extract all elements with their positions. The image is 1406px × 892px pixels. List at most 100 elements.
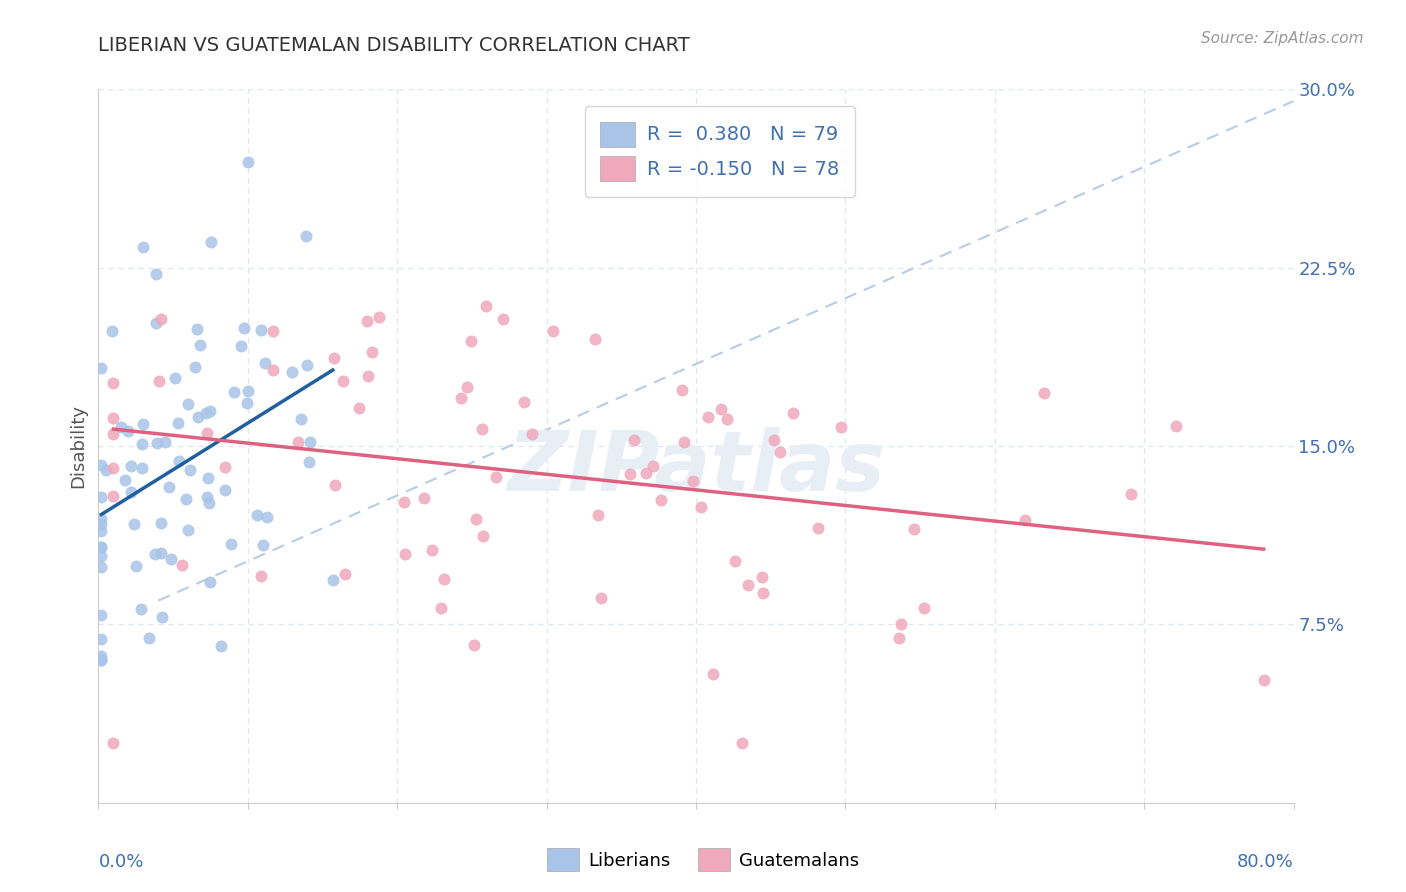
Point xyxy=(90,458,112,472)
Point xyxy=(155,434,177,449)
Point xyxy=(586,508,609,522)
Point xyxy=(512,394,534,409)
Point xyxy=(90,608,112,623)
Point xyxy=(471,422,494,436)
Point xyxy=(522,426,544,441)
Point xyxy=(131,460,153,475)
Point xyxy=(332,374,354,388)
Point xyxy=(724,554,747,568)
Point xyxy=(129,601,152,615)
Point xyxy=(912,601,935,615)
Point xyxy=(163,371,186,385)
Point xyxy=(763,433,786,447)
Point xyxy=(690,500,713,514)
Point xyxy=(132,239,155,253)
Point xyxy=(143,547,166,561)
Point xyxy=(583,332,606,346)
Point xyxy=(198,496,221,510)
Point xyxy=(394,547,416,561)
Point xyxy=(195,426,218,441)
Point xyxy=(117,424,139,438)
Point xyxy=(187,409,209,424)
Point xyxy=(290,412,312,426)
Point xyxy=(394,494,416,508)
Text: LIBERIAN VS GUATEMALAN DISABILITY CORRELATION CHART: LIBERIAN VS GUATEMALAN DISABILITY CORREL… xyxy=(98,36,690,54)
Point xyxy=(90,549,112,563)
Point xyxy=(682,475,704,489)
Point xyxy=(200,404,222,418)
Point xyxy=(246,508,269,522)
Point xyxy=(177,397,200,411)
Point xyxy=(485,470,508,484)
Point xyxy=(222,385,245,400)
Point xyxy=(591,591,613,605)
Point xyxy=(100,324,122,338)
Point xyxy=(641,458,664,473)
Point xyxy=(450,391,472,405)
Point xyxy=(103,427,125,442)
Point xyxy=(214,460,236,475)
Point xyxy=(636,466,658,480)
Point xyxy=(322,573,344,587)
Point xyxy=(90,560,112,574)
Point xyxy=(145,267,167,281)
Point xyxy=(186,321,208,335)
Point xyxy=(236,396,259,410)
Point xyxy=(103,461,125,475)
Point xyxy=(294,228,316,243)
Point xyxy=(103,489,125,503)
Point xyxy=(460,334,482,349)
Point xyxy=(323,351,346,365)
Point xyxy=(200,574,222,589)
Point xyxy=(120,484,142,499)
Point xyxy=(166,416,188,430)
Point xyxy=(357,368,380,383)
Point xyxy=(250,569,273,583)
Point xyxy=(219,536,242,550)
Point xyxy=(90,491,112,505)
Point xyxy=(252,538,274,552)
Point xyxy=(281,365,304,379)
Point xyxy=(174,492,197,507)
Point xyxy=(90,524,112,538)
Point xyxy=(696,409,718,424)
Point xyxy=(169,454,191,468)
Point xyxy=(413,491,436,505)
Point xyxy=(90,653,112,667)
Text: 80.0%: 80.0% xyxy=(1237,853,1294,871)
Point xyxy=(456,379,478,393)
Legend: Liberians, Guatemalans: Liberians, Guatemalans xyxy=(540,841,866,879)
Point xyxy=(731,736,754,750)
Point xyxy=(145,436,167,450)
Point xyxy=(249,323,271,337)
Point xyxy=(195,490,218,504)
Point xyxy=(673,434,696,449)
Point xyxy=(231,339,253,353)
Text: 0.0%: 0.0% xyxy=(98,853,143,871)
Point xyxy=(782,405,804,419)
Point xyxy=(131,436,153,450)
Point xyxy=(541,324,564,338)
Point xyxy=(103,376,125,390)
Point xyxy=(183,359,205,374)
Text: ZIPatlas: ZIPatlas xyxy=(508,427,884,508)
Point xyxy=(619,467,641,482)
Point xyxy=(702,667,724,681)
Point xyxy=(807,520,830,534)
Point xyxy=(145,316,167,330)
Point xyxy=(830,420,852,434)
Point xyxy=(751,570,773,584)
Point xyxy=(190,338,212,352)
Point xyxy=(160,552,183,566)
Point xyxy=(430,601,453,615)
Point xyxy=(903,522,925,536)
Point xyxy=(138,632,160,646)
Point xyxy=(887,632,910,646)
Point xyxy=(148,374,170,388)
Point xyxy=(254,356,277,370)
Point xyxy=(335,567,357,582)
Point xyxy=(236,384,259,399)
Point xyxy=(433,573,456,587)
Point xyxy=(214,483,236,498)
Point xyxy=(90,649,112,664)
